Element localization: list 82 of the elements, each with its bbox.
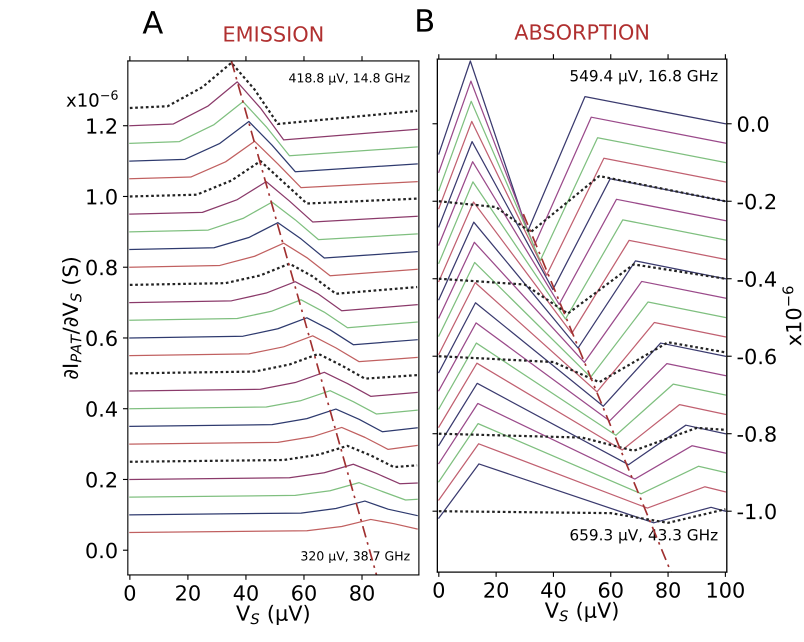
line-series <box>438 423 726 494</box>
line-series <box>129 372 418 397</box>
y-axis-title: ∂I$_{PAT}$/∂V$_{S}$ (S) <box>62 258 82 379</box>
x-tick-label: 100 <box>708 582 744 598</box>
line-series <box>128 160 418 205</box>
x-axis-title: V$_{S}$ (μV) <box>544 602 618 622</box>
line-series <box>128 444 418 468</box>
line-series <box>128 262 418 295</box>
x-tick-label: 20 <box>176 585 200 601</box>
line-series <box>129 464 418 484</box>
line-series <box>129 242 418 276</box>
line-series <box>129 426 418 450</box>
text: -0.2 <box>738 194 776 210</box>
line-series <box>438 120 726 276</box>
line-series <box>129 299 418 328</box>
line-series <box>129 222 418 259</box>
line-series <box>129 482 418 501</box>
line-series <box>129 120 418 172</box>
y-tick-label: 0.0 <box>86 542 117 558</box>
line-series <box>129 335 418 362</box>
text: 0.0 <box>738 116 768 132</box>
y-tick-label: 1.0 <box>87 188 117 205</box>
y-tick-label: 1.2 <box>87 118 116 134</box>
line-series <box>438 100 726 262</box>
line-series <box>438 342 726 436</box>
line-series <box>438 140 726 290</box>
line-series <box>129 180 418 223</box>
line-series <box>438 222 726 349</box>
chart-title: ABSORPTION <box>514 24 648 40</box>
x-axis-title: V$_{S}$ (μV) <box>236 604 309 625</box>
line-series <box>438 362 726 451</box>
line-series <box>438 322 726 422</box>
line-series <box>438 161 726 305</box>
y-tick-label: 0.8 <box>86 260 117 276</box>
y-tick-label: 0.6 <box>86 330 117 346</box>
line-series <box>438 181 726 320</box>
annotation: 418.8 μV, 14.8 GHz <box>289 73 410 86</box>
line-series <box>129 390 418 415</box>
line-series <box>438 263 726 315</box>
line-series <box>129 317 418 346</box>
line-series <box>438 443 726 509</box>
line-series <box>129 281 418 312</box>
x-tick-label: 60 <box>292 585 316 601</box>
text: B <box>417 9 434 32</box>
line-series <box>129 202 418 240</box>
line-series <box>438 341 726 384</box>
line-series <box>438 262 726 378</box>
line-series <box>438 174 726 234</box>
x-tick-label: 80 <box>656 582 680 598</box>
x-tick-label: 60 <box>598 582 623 598</box>
line-series <box>438 282 726 392</box>
y2-axis-title: x10$^{−6}$ <box>782 286 802 346</box>
line-series <box>438 242 726 364</box>
line-series <box>129 518 418 534</box>
x-tick-label: 40 <box>234 585 258 601</box>
x-tick-label: 0 <box>434 582 444 598</box>
chart-title: EMISSION <box>224 26 322 42</box>
line-series <box>438 426 726 452</box>
line-series <box>129 500 418 516</box>
y-tick-label: 0.2 <box>86 472 116 488</box>
line-series <box>438 302 726 407</box>
text: x10$^{−6}$ <box>66 90 118 107</box>
x-tick-label: 40 <box>541 582 566 598</box>
line-series <box>129 101 418 156</box>
x-tick-label: 80 <box>350 585 374 601</box>
y-tick-label: 0.4 <box>86 401 117 417</box>
text: -0.8 <box>738 426 776 442</box>
text: -1.0 <box>738 504 776 520</box>
line-series <box>129 408 418 432</box>
line-series <box>128 352 418 380</box>
line-series <box>438 201 726 334</box>
line-series <box>438 463 726 524</box>
x-tick-label: 0 <box>124 585 136 601</box>
text: -0.6 <box>738 348 776 364</box>
x-tick-label: 20 <box>484 582 508 598</box>
line-series <box>438 382 726 466</box>
line-series <box>129 140 418 188</box>
line-series <box>438 402 726 480</box>
line-series <box>438 508 726 524</box>
text: -0.4 <box>738 271 776 287</box>
annotation: 549.4 μV, 16.8 GHz <box>570 70 718 84</box>
text: A <box>142 11 164 34</box>
